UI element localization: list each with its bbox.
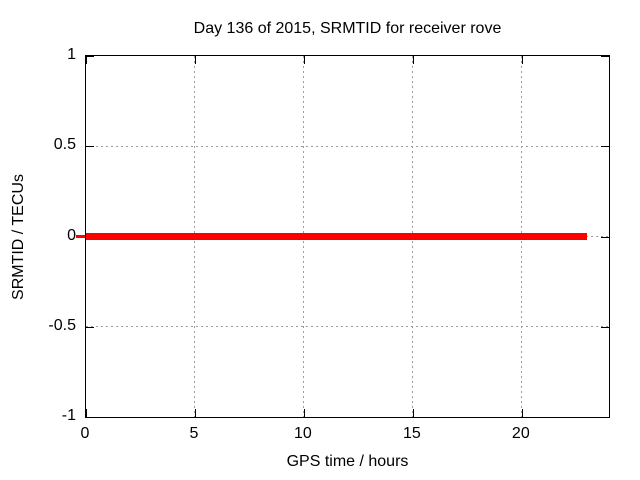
x-tick-mark-top (86, 56, 87, 64)
data-series-line (86, 233, 588, 240)
gridline-horizontal (86, 145, 609, 147)
series-edge-marker (76, 235, 85, 238)
chart-title: Day 136 of 2015, SRMTID for receiver rov… (193, 20, 502, 37)
y-axis-label: SRMTID / TECUs (10, 174, 27, 300)
x-tick-mark-bottom (194, 409, 196, 417)
x-tick-label: 15 (402, 425, 421, 442)
y-tick-mark-left (86, 146, 94, 148)
y-tick-mark-right (601, 326, 609, 328)
y-tick-label: -0.5 (48, 316, 76, 334)
y-tick-label: 0 (67, 226, 76, 244)
x-tick-mark-top (194, 56, 196, 64)
x-tick-mark-bottom (412, 409, 414, 417)
y-tick-label: 0.5 (53, 136, 76, 154)
x-tick-mark-top (303, 56, 305, 64)
x-tick-mark-top (412, 56, 414, 64)
x-tick-mark-bottom (86, 409, 87, 417)
x-tick-label: 10 (294, 425, 312, 442)
y-tick-mark-right (601, 236, 609, 238)
y-tick-mark-left (86, 326, 94, 328)
gridline-horizontal (86, 326, 609, 328)
x-axis-label: GPS time / hours (286, 453, 409, 470)
plot-area (76, 55, 610, 418)
y-tick-mark-left (86, 417, 94, 418)
x-tick-label: 0 (80, 425, 90, 442)
x-tick-mark-bottom (303, 409, 305, 417)
y-tick-label: -1 (61, 407, 76, 424)
y-tick-mark-right (601, 56, 609, 57)
x-tick-label: 20 (511, 425, 530, 442)
x-tick-mark-bottom (521, 409, 523, 417)
y-tick-mark-right (601, 417, 609, 418)
x-tick-mark-top (521, 56, 523, 64)
y-tick-label: 1 (67, 46, 76, 63)
y-tick-mark-right (601, 146, 609, 148)
y-tick-mark-left (86, 56, 94, 57)
x-tick-label: 5 (189, 425, 199, 442)
